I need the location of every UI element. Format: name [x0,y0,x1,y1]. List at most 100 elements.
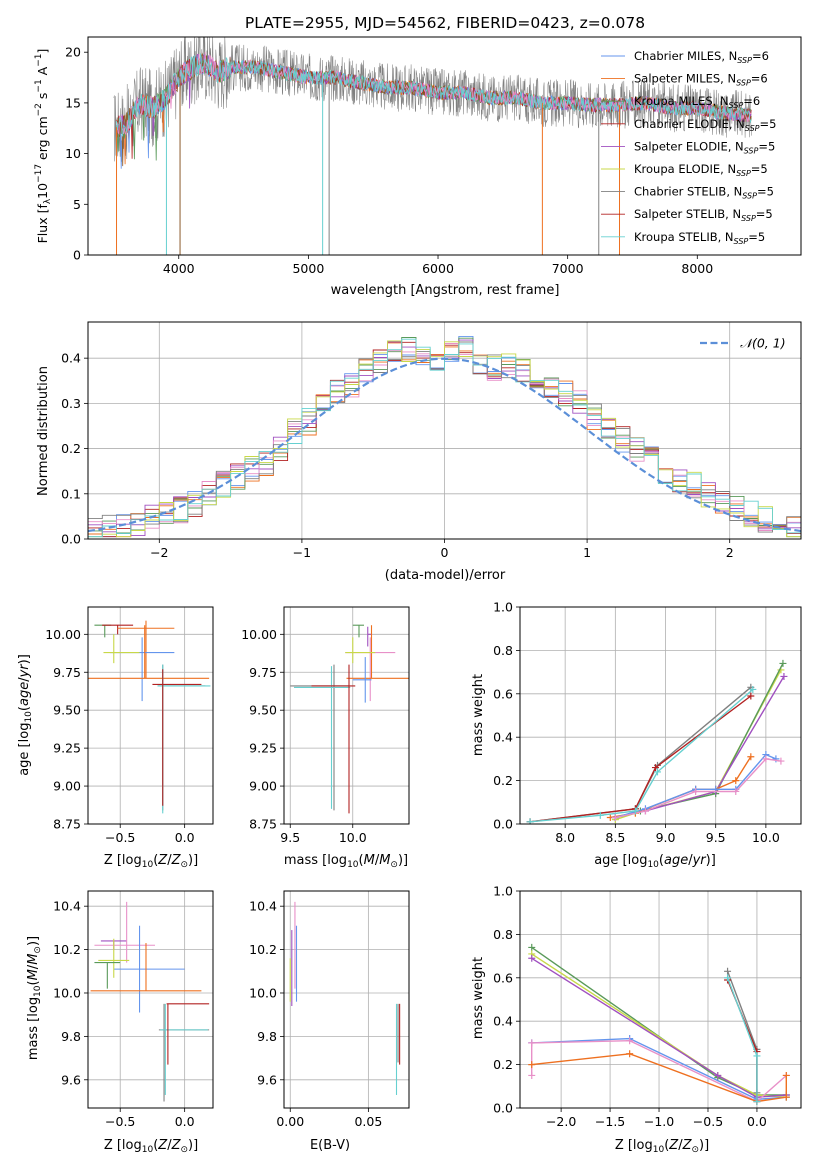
x-tick-label: 9.5 [280,830,300,845]
y-tick-label: 10.0 [53,985,81,1000]
x-tick-label: −2.0 [546,1114,576,1129]
error-crosses [90,901,210,1102]
weight-marker [724,974,732,982]
y-tick-label: 5 [73,197,81,212]
spectrum-xlabel: wavelength [Angstrom, rest frame] [331,283,560,298]
x-tick-label: −0.5 [105,1114,135,1129]
axes-frame [87,606,214,825]
x-tick-label: 0.00 [276,1114,304,1129]
weight-marker [772,755,780,763]
weight-vs-age-panel: 8.0 8.5 9.0 9.5 10.0 0.0 0.2 0.4 0.6 0.8 1.0 [493,600,802,845]
y-tick-label: 15 [65,95,81,110]
weight-marker [611,813,619,821]
mass-vs-metallicity-panel: −0.5 0.0 9.6 9.8 10.0 10.2 10.4 [53,890,214,1129]
x-tick-label: 0.05 [354,1114,382,1129]
error-cross [294,666,351,809]
error-crosses [88,620,211,814]
x-tick-label: 10.0 [752,830,780,845]
legend-label: Kroupa ELODIE, NSSP=5 [634,162,768,178]
x-tick-label: −1 [293,545,311,560]
error-cross [88,625,210,679]
y-tick-label: 9.8 [257,1029,277,1044]
y-tick-label: 9.25 [53,741,81,756]
mass-vs-ebv-panel: 0.00 0.05 9.6 9.8 10.0 10.2 10.4 [249,890,410,1129]
x-tick-label: 0.0 [747,1114,767,1129]
weightZ-xlabel: Z [log10(Z/Z⊙)] [615,1138,709,1155]
weight-line [531,957,787,1098]
weight-marker [732,777,740,785]
error-cross [117,620,175,679]
x-tick-label: −0.5 [693,1114,723,1129]
weight-marker [526,818,534,824]
x-tick-label: 4000 [163,261,195,276]
error-crosses [290,624,409,814]
y-tick-label: 10 [65,146,81,161]
x-tick-label: 9.0 [656,830,676,845]
y-tick-label: 9.00 [249,779,277,794]
y-tick-label: 0.6 [493,970,513,985]
weightAge-xlabel: age [log10(age/yr)] [594,853,716,870]
weight-marker [528,943,536,951]
weight-marker [626,1050,634,1058]
error-cross [311,664,356,814]
ebv-xlabel: E(B-V) [310,1138,350,1153]
weight-marker [747,753,755,761]
y-tick-label: 8.75 [53,817,81,832]
weight-marker [749,685,757,693]
y-tick-label: 9.75 [53,665,81,680]
y-tick-label: 0.0 [493,817,513,832]
grid-lines [520,890,801,1109]
y-tick-label: 9.8 [61,1029,81,1044]
x-tick-label: 7000 [552,261,584,276]
weight-marker [528,1061,536,1069]
legend-label: Kroupa MILES, NSSP=6 [634,94,760,110]
axes-frame [87,321,802,540]
x-tick-label: −2 [150,545,168,560]
weight-marker [779,659,787,667]
error-cross [290,664,349,811]
axes-frame [87,890,214,1109]
error-cross [103,634,140,664]
weight-marker [753,1097,761,1105]
weight-marker [782,1093,790,1101]
legend-label: Kroupa STELIB, NSSP=5 [634,230,765,246]
ageZ-xlabel: Z [log10(Z/Z⊙)] [104,853,198,870]
axes-frame [87,36,802,256]
y-tick-label: 20 [65,45,81,60]
normal-curve [88,357,801,533]
error-cross [98,938,130,978]
y-tick-label: 0.2 [493,773,513,788]
x-tick-label: −1.5 [595,1114,625,1129]
grid-lines [284,891,409,1108]
x-tick-label: 5000 [292,261,324,276]
weight-marker [732,787,740,795]
y-tick-label: 0 [73,248,81,263]
massZ-ylabel: mass [log10(M/M⊙)] [26,936,43,1060]
y-tick-label: 0.3 [61,396,81,411]
weight-marker [596,811,604,819]
error-cross [94,962,121,989]
error-cross [113,925,185,1013]
error-cross [160,1003,208,1095]
weight-line [531,1037,787,1101]
error-cross [157,664,206,811]
weight-line [529,688,754,823]
grid-lines [88,891,213,1108]
y-tick-label: 10.2 [249,942,277,957]
x-tick-label: 1 [583,545,591,560]
y-tick-label: 9.25 [249,741,277,756]
weight-line [615,676,785,819]
weightAge-ylabel: mass weight [471,674,486,756]
weight-series [528,943,790,1105]
y-tick-label: 0.2 [493,1057,513,1072]
grid-lines [284,607,409,825]
y-tick-label: 0.8 [493,643,513,658]
spectrum-ylabel: Flux [fλ10−17 erg cm−2 s−1 A−1] [34,49,53,244]
spectrum-legend: Chabrier MILES, NSSP=6 Salpeter MILES, NS… [601,49,776,246]
ageMass-xlabel: mass [log10(M/M⊙)] [284,853,408,870]
histogram-lines [88,335,801,539]
error-cross [152,669,202,806]
error-cross [367,626,372,647]
y-tick-label: 10.0 [249,985,277,1000]
